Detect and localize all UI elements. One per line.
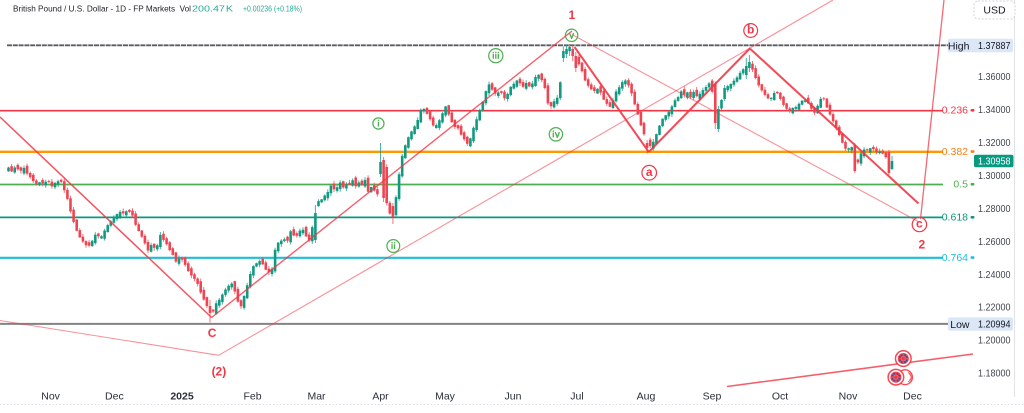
svg-text:0.5: 0.5 [953, 179, 968, 191]
svg-text:Jun: Jun [505, 391, 522, 403]
svg-text:a: a [646, 165, 653, 179]
svg-text:Mar: Mar [307, 391, 326, 403]
svg-text:1.32000: 1.32000 [978, 137, 1011, 149]
svg-text:1.26000: 1.26000 [978, 236, 1011, 248]
svg-text:Low: Low [950, 319, 970, 331]
svg-text:C: C [208, 326, 217, 340]
svg-text:200.47 K: 200.47 K [192, 3, 233, 13]
svg-text:0.382: 0.382 [942, 146, 968, 158]
svg-text:1.36000: 1.36000 [978, 71, 1011, 83]
svg-text:0.764: 0.764 [942, 252, 968, 264]
svg-text:2025: 2025 [170, 391, 194, 403]
svg-text:c: c [916, 217, 923, 231]
svg-text:2: 2 [919, 238, 926, 252]
svg-text:b: b [747, 23, 754, 37]
svg-text:1.20000: 1.20000 [978, 335, 1011, 347]
svg-text:Nov: Nov [41, 391, 60, 403]
svg-text:1.18000: 1.18000 [978, 368, 1011, 380]
svg-text:1.37887: 1.37887 [978, 40, 1011, 52]
svg-text:0.618: 0.618 [942, 212, 968, 224]
svg-text:May: May [435, 391, 456, 403]
svg-text:USD: USD [983, 5, 1006, 17]
svg-text:Oct: Oct [772, 391, 788, 403]
svg-text:British Pound / U.S. Dollar -: British Pound / U.S. Dollar - 1D - FP Ma… [13, 3, 191, 13]
svg-text:Aug: Aug [637, 391, 656, 403]
svg-text:1.28000: 1.28000 [978, 203, 1011, 215]
svg-text:1.22000: 1.22000 [978, 302, 1011, 314]
svg-text:Nov: Nov [839, 391, 858, 403]
svg-text:Dec: Dec [105, 391, 124, 403]
svg-text:1.20994: 1.20994 [978, 319, 1011, 331]
svg-text:+0.00236 (+0.18%): +0.00236 (+0.18%) [243, 3, 302, 13]
svg-text:Dec: Dec [903, 391, 922, 403]
svg-text:High: High [948, 40, 970, 52]
svg-text:1.30958: 1.30958 [978, 155, 1011, 167]
svg-text:(2): (2) [212, 365, 227, 379]
svg-text:Feb: Feb [243, 391, 261, 403]
svg-text:Sep: Sep [703, 391, 722, 403]
svg-text:Apr: Apr [372, 391, 389, 403]
svg-text:0.236: 0.236 [942, 105, 968, 117]
svg-text:1.24000: 1.24000 [978, 269, 1011, 281]
svg-text:1.34000: 1.34000 [978, 104, 1011, 116]
svg-text:1.30000: 1.30000 [978, 170, 1011, 182]
svg-text:Jul: Jul [570, 391, 583, 403]
svg-text:1: 1 [568, 8, 575, 22]
